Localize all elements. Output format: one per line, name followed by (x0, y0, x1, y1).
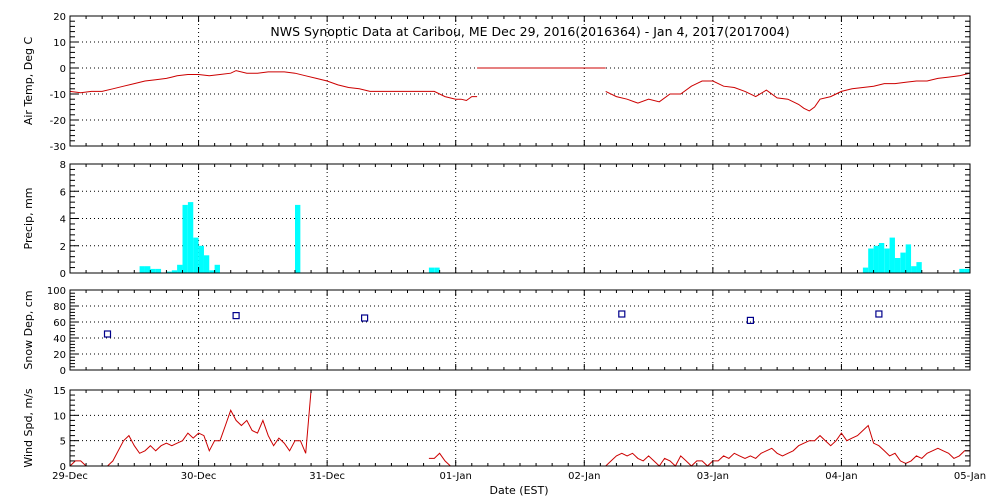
x-tick-label: 31-Dec (309, 471, 345, 482)
precip-bar (911, 266, 917, 273)
y-tick-label: -10 (50, 90, 66, 101)
y-tick-label: 0 (60, 269, 66, 280)
y-tick-label: 0 (60, 366, 66, 377)
precip-bar (878, 243, 885, 273)
precip-bar (295, 204, 301, 273)
precip-bar (434, 267, 440, 273)
y-axis-label: Precip, mm (22, 188, 35, 250)
snow-depth-point (232, 312, 240, 320)
precip-bar (214, 264, 220, 273)
panel-2: 8 6 4 2 0 Precip, mm (22, 160, 971, 280)
precip-bar (209, 270, 215, 273)
snow-depth-point (746, 316, 755, 324)
precip-bar (155, 268, 162, 273)
precip-bar (166, 271, 172, 273)
x-axis-label: Date (EST) (489, 484, 548, 497)
y-axis-label: Air Temp, Deg C (22, 37, 35, 126)
x-tick-label: 05-Jan (954, 471, 986, 482)
y-tick-label: 10 (53, 411, 66, 422)
snow-depth-point (875, 310, 883, 318)
x-tick-label: 30-Dec (181, 471, 217, 482)
y-tick-label: -30 (50, 142, 66, 153)
y-tick-label: 2 (60, 242, 66, 253)
precip-bar (428, 267, 435, 273)
precip-bar (905, 244, 912, 273)
x-tick-label: 02-Jan (568, 471, 600, 482)
chart-title: NWS Synoptic Data at Caribou, ME Dec 29,… (270, 24, 789, 39)
y-axis-label: Wind Spd, m/s (22, 388, 35, 468)
precip-bar (862, 267, 869, 273)
y-tick-label: 60 (53, 318, 66, 329)
y-tick-label: 10 (53, 38, 66, 49)
y-axis-label: Snow Dep, cm (22, 290, 35, 369)
precip-bar (889, 237, 895, 273)
panel-3: 100 80 60 40 20 0 Snow Dep, cm (22, 286, 971, 377)
precip-bar (177, 264, 183, 273)
y-tick-label: 15 (53, 386, 66, 397)
precip-bar (193, 237, 199, 273)
precip-bar (868, 248, 874, 273)
precip-bar (198, 245, 204, 274)
x-tick-label: 03-Jan (697, 471, 729, 482)
y-tick-label: 80 (53, 302, 66, 313)
precip-bar (187, 202, 194, 273)
y-tick-label: -20 (50, 116, 66, 127)
y-tick-label: 4 (60, 215, 66, 226)
y-tick-label: 6 (60, 187, 66, 198)
y-tick-label: 20 (53, 12, 66, 23)
x-tick-label: 01-Jan (440, 471, 472, 482)
series-line-segment (428, 452, 451, 467)
precip-bar (873, 245, 879, 274)
y-tick-label: 0 (60, 462, 66, 473)
precip-bar (895, 258, 901, 273)
series-line-segment (605, 72, 971, 112)
snow-depth-point (361, 314, 369, 322)
panel-4: 15 10 5 0 Wind Spd, m/s (22, 386, 971, 473)
y-tick-label: 0 (60, 64, 66, 75)
x-tick-label: 29-Dec (52, 471, 88, 482)
y-tick-label: 40 (53, 334, 66, 345)
series-line-segment (605, 424, 970, 467)
precip-bar (145, 266, 151, 273)
precip-bar (900, 252, 906, 273)
precip-bar (959, 268, 965, 273)
precip-bar (139, 266, 145, 273)
series-line-segment (69, 389, 312, 467)
precip-bar (171, 270, 178, 273)
panel-frame (69, 389, 971, 467)
precip-bar (182, 204, 188, 273)
y-tick-label: 100 (47, 286, 66, 297)
snow-depth-point (618, 310, 626, 318)
precip-bar (203, 255, 210, 273)
precip-bar (964, 268, 970, 273)
panel-frame (69, 289, 971, 371)
precip-bar (884, 248, 890, 273)
x-tick-label: 04-Jan (825, 471, 857, 482)
y-tick-label: 20 (53, 350, 66, 361)
panel-1: 20 10 0 -10 -20 -30 Air Temp, Deg C (22, 12, 971, 153)
precip-bar (150, 268, 156, 273)
precip-bar (916, 262, 922, 273)
y-tick-label: 5 (60, 437, 66, 448)
snow-depth-point (103, 330, 112, 338)
series-line-segment (69, 70, 478, 102)
y-tick-label: 8 (60, 160, 66, 171)
